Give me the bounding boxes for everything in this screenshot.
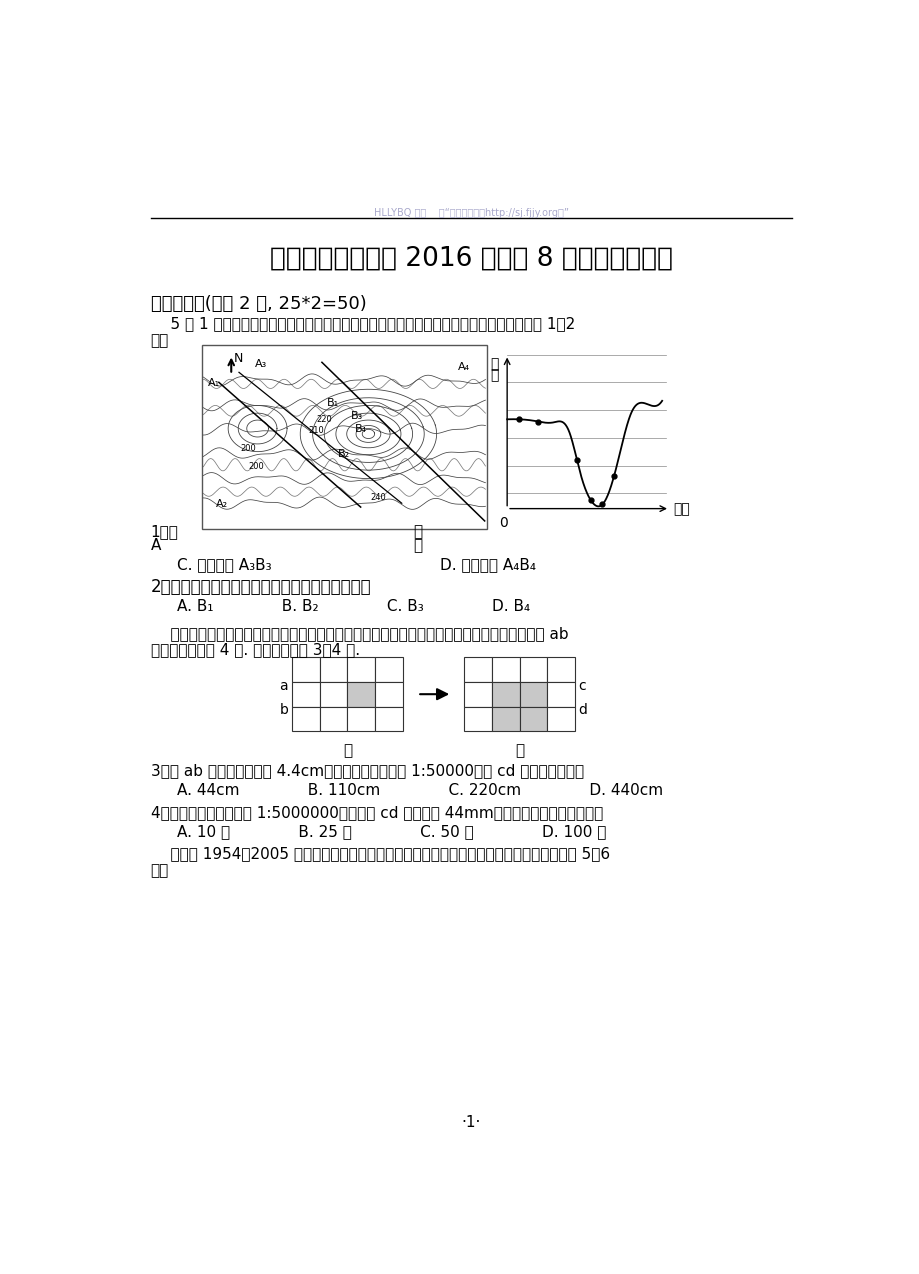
Text: 题。: 题。: [151, 333, 169, 348]
Bar: [347, 657, 375, 682]
Text: 3．若 ab 间的图上距离为 4.4cm，重绘后的比例尺为 1:50000，则 cd 间的图上距离为: 3．若 ab 间的图上距离为 4.4cm，重绘后的比例尺为 1:50000，则 …: [151, 763, 584, 778]
Bar: [291, 682, 319, 707]
Text: 4．若甲图中的比例尺为 1:5000000，重绘后 cd 的距离为 44mm，则重绘区域的面积扩大了: 4．若甲图中的比例尺为 1:5000000，重绘后 cd 的距离为 44mm，则…: [151, 805, 602, 820]
Bar: [519, 707, 547, 731]
Text: 200: 200: [248, 462, 264, 471]
Bar: [463, 657, 491, 682]
Bar: [547, 707, 574, 731]
Text: B₄: B₄: [355, 424, 367, 434]
Text: 一、选择题(每题 2 分, 25*2=50): 一、选择题(每题 2 分, 25*2=50): [151, 296, 366, 313]
Bar: [375, 707, 403, 731]
Text: A. B₁              B. B₂              C. B₃              D. B₄: A. B₁ B. B₂ C. B₃ D. B₄: [176, 600, 529, 614]
Bar: [491, 707, 519, 731]
Text: 甲: 甲: [343, 744, 352, 758]
Text: b: b: [279, 703, 288, 717]
Text: B₂: B₂: [337, 450, 349, 460]
Text: B₁: B₁: [327, 397, 339, 408]
Text: 之间的纬度差为 4 度. 结合该图回答 3～4 题.: 之间的纬度差为 4 度. 结合该图回答 3～4 题.: [151, 642, 359, 657]
Text: 銀川唐徕回民中学 2016 届高三 8 月月考地理试题: 銀川唐徕回民中学 2016 届高三 8 月月考地理试题: [269, 246, 673, 271]
Text: 行: 行: [413, 538, 422, 553]
Text: A₂: A₂: [216, 499, 228, 510]
Text: A: A: [151, 538, 161, 553]
Text: 乙: 乙: [515, 744, 524, 758]
Text: 2．当天傍晚，该同学最有可能看到日落的地点是: 2．当天傍晚，该同学最有可能看到日落的地点是: [151, 578, 371, 596]
Bar: [291, 707, 319, 731]
Bar: [547, 682, 574, 707]
Text: 1．该: 1．该: [151, 524, 178, 539]
Bar: [491, 682, 519, 707]
Text: A₄: A₄: [457, 362, 470, 372]
Bar: [319, 657, 347, 682]
Text: 距离: 距离: [673, 502, 690, 516]
Text: ·1·: ·1·: [461, 1115, 481, 1130]
Text: 200: 200: [240, 443, 256, 454]
Text: 下图为 1954～2005 年我国江淮地区太阳黑子数与梅雨强度的相关系数分布图。读图，完成 5～6: 下图为 1954～2005 年我国江淮地区太阳黑子数与梅雨强度的相关系数分布图。…: [151, 846, 609, 861]
Text: HLLYBQ 整理    供“高中试卷网（http://sj.fjjy.org）”: HLLYBQ 整理 供“高中试卷网（http://sj.fjjy.org）”: [374, 209, 568, 218]
Text: N: N: [233, 352, 243, 364]
Bar: [347, 682, 375, 707]
Text: 速: 速: [490, 358, 498, 372]
Bar: [519, 657, 547, 682]
Text: 220: 220: [316, 414, 332, 424]
Text: C. 四南方向 A₃B₃: C. 四南方向 A₃B₃: [176, 557, 271, 572]
Bar: [201, 345, 486, 529]
Text: 某校地理小组在课外活动时对某区域（图示阴影部分）一幅小比例尺的图形进行了重绘，图中 ab: 某校地理小组在课外活动时对某区域（图示阴影部分）一幅小比例尺的图形进行了重绘，图…: [151, 626, 568, 641]
Text: a: a: [279, 679, 288, 693]
Text: 题。: 题。: [151, 862, 169, 878]
Text: 到: 到: [413, 524, 422, 539]
Bar: [547, 657, 574, 682]
Text: 210: 210: [309, 427, 324, 436]
Bar: [519, 682, 547, 707]
Text: B₃: B₃: [351, 410, 363, 420]
Bar: [319, 707, 347, 731]
Bar: [291, 657, 319, 682]
Text: A₃: A₃: [255, 359, 267, 369]
Text: 度: 度: [490, 368, 498, 382]
Text: 5 月 1 日某同学到郊外春游，下图是该地区等高线地形图及该同学行走速度图，据此回答 1～2: 5 月 1 日某同学到郊外春游，下图是该地区等高线地形图及该同学行走速度图，据此…: [151, 316, 574, 331]
Text: 240: 240: [370, 493, 386, 502]
Text: A. 10 倍              B. 25 倍              C. 50 倍              D. 100 倍: A. 10 倍 B. 25 倍 C. 50 倍 D. 100 倍: [176, 824, 606, 840]
Bar: [375, 682, 403, 707]
Text: c: c: [578, 679, 585, 693]
Bar: [347, 707, 375, 731]
Text: D. 四北方向 A₄B₄: D. 四北方向 A₄B₄: [440, 557, 536, 572]
Bar: [463, 707, 491, 731]
Text: d: d: [578, 703, 586, 717]
Text: 0: 0: [499, 516, 507, 530]
Bar: [319, 682, 347, 707]
Text: A₁: A₁: [208, 377, 220, 387]
Text: A. 44cm              B. 110cm              C. 220cm              D. 440cm: A. 44cm B. 110cm C. 220cm D. 440cm: [176, 782, 663, 798]
Bar: [491, 657, 519, 682]
Bar: [463, 682, 491, 707]
Bar: [375, 657, 403, 682]
